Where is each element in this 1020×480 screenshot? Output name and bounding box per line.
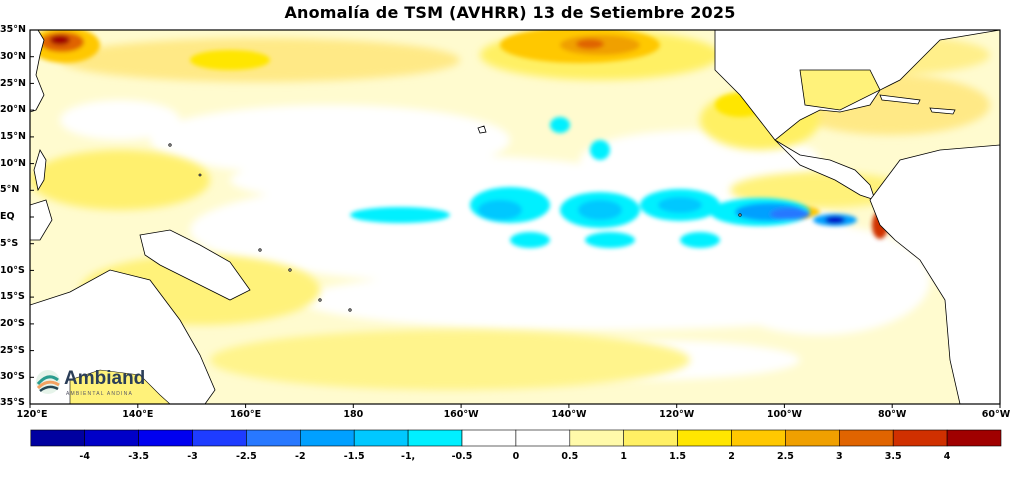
colorbar-label: -0.5 (451, 451, 473, 462)
colorbar-label: 1 (620, 451, 627, 462)
lat-label: 10°N (0, 158, 26, 169)
colorbar-swatch (515, 429, 571, 447)
colorbar-swatch (84, 429, 139, 447)
lat-label: EQ (0, 211, 15, 222)
colorbar-swatch (569, 429, 624, 447)
lon-label: 60°W (981, 409, 1011, 420)
colorbar-label: -1, (401, 451, 416, 462)
lon-label: 160°W (443, 409, 479, 420)
lat-label: 25°N (0, 78, 26, 89)
lon-label: 180 (343, 409, 364, 420)
map-title: Anomalía de TSM (AVHRR) 13 de Setiembre … (284, 3, 736, 22)
lat-ticks (30, 29, 34, 405)
colorbar-label: 3.5 (884, 451, 902, 462)
colorbar-swatch (192, 429, 247, 447)
colorbar-label: 0 (512, 451, 520, 462)
colorbar-swatch (461, 429, 517, 447)
lon-label: 120°W (659, 409, 695, 420)
colorbar-swatch (677, 429, 732, 447)
colorbar-label: 4 (943, 451, 951, 462)
lon-label: 100°W (766, 409, 802, 420)
colorbar-label: 2 (728, 451, 735, 462)
lat-label: 35°S (0, 397, 25, 408)
colorbar-label: -1.5 (343, 451, 365, 462)
colorbar-swatch (892, 429, 948, 447)
ambiand-logo-icon (36, 370, 60, 394)
colorbar-swatch (785, 429, 840, 447)
colorbar-label: -3 (187, 451, 198, 462)
colorbar-swatch (623, 429, 678, 447)
lat-label: 25°S (0, 345, 25, 356)
lat-label: 30°S (0, 371, 25, 382)
colorbar-swatch (30, 429, 86, 447)
logo-subtitle: AMBIENTAL ANDINA (66, 391, 133, 397)
colorbar-label: -2.5 (236, 451, 257, 462)
colorbar-label: 3 (835, 451, 843, 462)
lat-label: 10°S (0, 265, 25, 276)
lon-label: 140°W (551, 409, 587, 420)
colorbar-label: -3.5 (128, 451, 149, 462)
lat-label: 15°S (0, 291, 25, 302)
colorbar-swatch (299, 429, 355, 447)
colorbar-swatch (946, 429, 1002, 447)
lon-label: 140°E (122, 409, 154, 420)
colorbar-label: -4 (79, 451, 90, 462)
lat-label: 35°N (0, 24, 26, 35)
colorbar-label: 1.5 (669, 451, 687, 462)
colorbar-swatch (353, 429, 409, 447)
ambiand-logo: Ambiand AMBIENTAL ANDINA (34, 366, 164, 402)
lon-ticks (29, 404, 1001, 408)
hot-anomaly-spots (30, 30, 888, 239)
colorbar-swatch (246, 429, 301, 447)
lat-label: 20°N (0, 104, 26, 115)
colorbar-swatch (838, 429, 894, 447)
bight-water (69, 369, 171, 404)
land-masses (30, 30, 1000, 404)
colorbar-swatch (731, 429, 786, 447)
colorbar (30, 429, 1002, 447)
logo-name: Ambiand (64, 368, 146, 389)
colorbar-swatch (138, 429, 193, 447)
colorbar-label: 0.5 (561, 451, 579, 462)
lat-label: 15°N (0, 131, 26, 142)
equatorial-cold-tongue (350, 117, 857, 248)
lat-label: 5°S (0, 238, 19, 249)
lat-label: 5°N (0, 184, 20, 195)
colorbar-swatch (407, 429, 463, 447)
lon-label: 120°E (16, 409, 48, 420)
colorbar-label: 2.5 (776, 451, 794, 462)
lon-label: 80°W (877, 409, 907, 420)
lon-label: 160°E (230, 409, 262, 420)
colorbar-label: -2 (295, 451, 306, 462)
lat-label: 20°S (0, 318, 25, 329)
lat-label: 30°N (0, 51, 26, 62)
